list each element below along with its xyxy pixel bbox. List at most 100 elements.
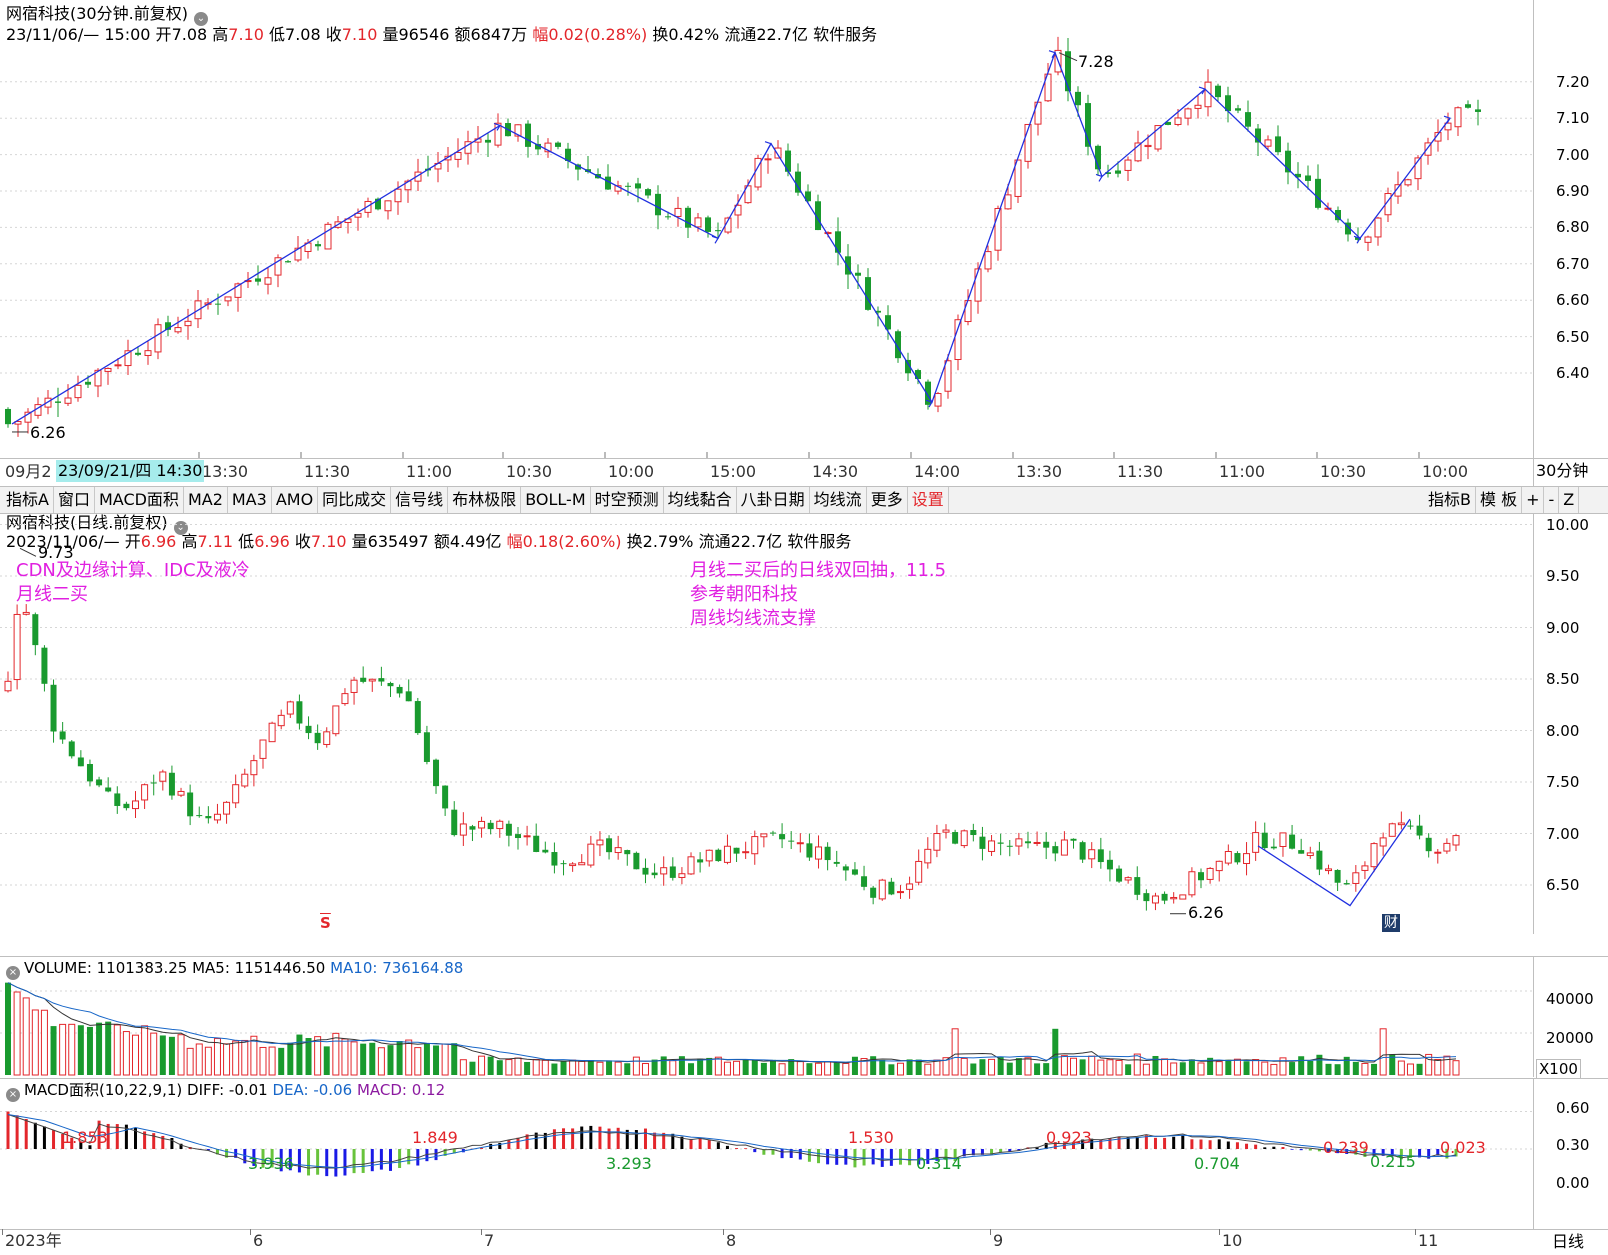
toolbar-btn-7[interactable]: 信号线 — [391, 487, 449, 513]
intraday-candle — [1085, 94, 1091, 156]
daily-candle — [505, 820, 512, 847]
candle-body-up — [294, 247, 302, 261]
candle-body-up — [22, 611, 30, 615]
candle-body-down — [824, 846, 831, 861]
candle-body-down — [1255, 128, 1261, 143]
intraday-y-tick: 6.40 — [1556, 364, 1590, 382]
macd-panel[interactable]: × MACD面积(10,22,9,1) DIFF: -0.01 DEA: -0.0… — [0, 1079, 1608, 1229]
daily-candle — [878, 878, 886, 901]
toolbar-btn-1[interactable]: 窗口 — [54, 487, 95, 513]
macd-area-label-green: 3.936 — [248, 1154, 294, 1173]
volume-panel[interactable]: × VOLUME: 1101383.25 MA5: 1151446.50 MA10… — [0, 957, 1608, 1079]
candle-body-down — [1275, 136, 1281, 153]
candle-body-up — [1374, 217, 1382, 238]
candle-body-down — [50, 684, 57, 732]
volume-bar-up — [1161, 1058, 1169, 1076]
toolbar-btn-5[interactable]: AMO — [272, 487, 319, 513]
daily-candle — [569, 862, 577, 872]
candle-body-up — [934, 393, 942, 407]
candle-body-up — [674, 207, 682, 217]
vol-ma10-line — [7, 982, 1457, 1063]
volume-bar-down — [697, 1058, 704, 1075]
toolbar-btn-3[interactable]: MA2 — [184, 487, 228, 513]
candle-body-up — [1394, 184, 1402, 197]
candle-body-down — [535, 143, 541, 150]
toolbar-btn-13[interactable]: 均线流 — [810, 487, 867, 513]
macd-header: × MACD面积(10,22,9,1) DIFF: -0.01 DEA: -0.0… — [6, 1081, 445, 1102]
volume-bar-up — [314, 1036, 322, 1076]
toolbar-btn-15[interactable]: 设置 — [908, 487, 949, 513]
volume-bar-up — [31, 1009, 39, 1076]
daily-candle — [824, 842, 831, 871]
candle-body-down — [1215, 85, 1221, 98]
candle-body-down — [433, 759, 440, 787]
daily-candle — [487, 820, 494, 835]
toolbar-right-btn-1[interactable]: 模 板 — [1476, 487, 1523, 513]
daily-candle — [1306, 846, 1314, 859]
candle-body-up — [1414, 157, 1422, 180]
candle-body-down — [405, 691, 412, 702]
volume-bar-up — [778, 1063, 786, 1076]
volume-bar-down — [278, 1047, 285, 1075]
daily-period-label[interactable]: 日线 — [1552, 1232, 1585, 1251]
toolbar-right-btn-0[interactable]: 指标B — [1424, 487, 1476, 513]
candle-body-down — [77, 757, 84, 767]
candle-body-down — [870, 887, 877, 898]
toolbar-right-btn-3[interactable]: - — [1544, 487, 1560, 513]
daily-panel[interactable]: 网宿科技(日线.前复权) ⌄ 2023/11/06/— 开6.96 高7.11 低… — [0, 514, 1608, 934]
intraday-candle — [1264, 135, 1272, 151]
note-mid-line2: 参考朝阳科技 — [690, 584, 798, 605]
candle-body-down — [525, 123, 531, 147]
daily-y-tick: 7.00 — [1546, 824, 1580, 843]
daily-high-label: 9.73 — [38, 543, 74, 563]
daily-candle — [1033, 831, 1041, 847]
daily-candle — [469, 824, 476, 842]
cai-marker[interactable]: 财 — [1382, 914, 1400, 932]
intraday-panel[interactable]: 网宿科技(30分钟.前复权) ⌄ 23/11/06/— 15:00 开7.08 高… — [0, 0, 1608, 486]
daily-candle — [933, 824, 941, 858]
toolbar-btn-2[interactable]: MACD面积 — [95, 487, 184, 513]
close-circle-icon[interactable]: × — [6, 966, 20, 980]
toolbar-btn-11[interactable]: 均线黏合 — [664, 487, 737, 513]
toolbar-btn-9[interactable]: BOLL-M — [521, 487, 591, 513]
candle-body-up — [384, 200, 392, 212]
candle-body-up — [1224, 851, 1232, 864]
toolbar-btn-8[interactable]: 布林极限 — [448, 487, 522, 513]
daily-candle — [250, 754, 258, 787]
toolbar-right-btn-4[interactable]: Z — [1559, 487, 1580, 513]
daily-candle — [1124, 876, 1132, 884]
toolbar-btn-12[interactable]: 八卦日期 — [737, 487, 810, 513]
close-circle-icon[interactable]: × — [6, 1088, 20, 1102]
intraday-candle — [5, 407, 11, 428]
intraday-x-tick: 13:30 — [1016, 462, 1063, 481]
volume-bar-down — [1034, 1063, 1041, 1075]
daily-candle — [870, 885, 877, 905]
dropdown-circle-icon[interactable]: ⌄ — [193, 12, 208, 26]
candle-body-up — [587, 843, 595, 866]
candle-body-up — [1443, 842, 1451, 852]
daily-candle — [1325, 864, 1333, 875]
candle-body-down — [1407, 825, 1414, 827]
intraday-candle — [1095, 144, 1101, 176]
daily-candle — [286, 700, 294, 718]
volume-bar-down — [660, 1056, 667, 1075]
daily-candle — [1425, 833, 1432, 858]
daily-candle — [105, 777, 112, 793]
toolbar-btn-6[interactable]: 同比成交 — [318, 487, 392, 513]
daily-candle — [587, 835, 595, 868]
toolbar-btn-14[interactable]: 更多 — [867, 487, 908, 513]
daily-x-tick-mark — [481, 1229, 482, 1235]
daily-candle — [742, 841, 750, 859]
volume-bar-down — [487, 1056, 494, 1075]
toolbar-btn-4[interactable]: MA3 — [228, 487, 272, 513]
dropdown-circle-icon[interactable]: ⌄ — [173, 521, 188, 535]
candle-body-down — [565, 148, 571, 162]
intraday-candle — [1475, 99, 1481, 126]
candle-body-down — [795, 171, 801, 193]
candle-body-up — [341, 693, 349, 705]
candle-body-up — [354, 212, 362, 218]
toolbar-btn-10[interactable]: 时空预测 — [591, 487, 664, 513]
intraday-period-label[interactable]: 30分钟 — [1536, 461, 1589, 480]
toolbar-btn-0[interactable]: 指标A — [2, 487, 54, 513]
toolbar-right-btn-2[interactable]: + — [1522, 487, 1545, 513]
